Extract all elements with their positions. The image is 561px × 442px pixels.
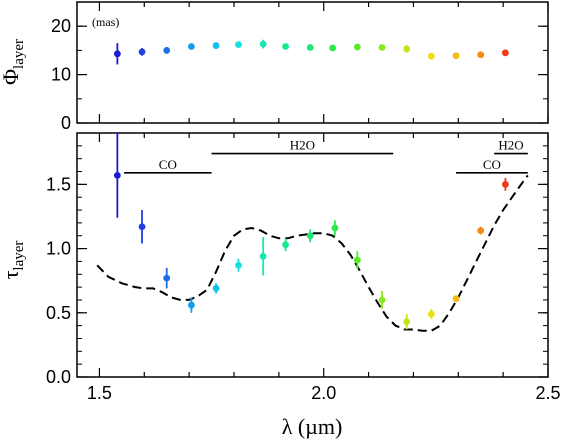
top-annotation: (mas): [92, 15, 119, 29]
data-point: [331, 224, 339, 232]
data-point: [259, 40, 267, 48]
band-label: CO: [159, 157, 177, 172]
data-point: [187, 43, 195, 50]
top-ylabel: Φlayer: [0, 39, 27, 85]
data-point: [212, 284, 220, 292]
y-tick-label: 1.5: [46, 174, 71, 194]
data-point: [378, 296, 386, 304]
data-point: [477, 51, 485, 59]
data-point: [501, 180, 509, 188]
data-point: [452, 295, 460, 303]
data-point: [163, 47, 171, 54]
data-point: [427, 310, 435, 318]
data-point: [235, 41, 242, 48]
data-point: [378, 44, 386, 51]
data-point: [138, 223, 146, 231]
top-ylabel-main: Φ: [0, 69, 23, 85]
data-point: [501, 49, 509, 57]
x-tick-label: 1.5: [87, 383, 112, 403]
y-tick-label: 10: [51, 65, 71, 85]
data-point: [403, 45, 411, 53]
top-data-points: [113, 39, 509, 65]
data-point: [306, 232, 314, 240]
top-panel: 0 10 20 (mas) Φlayer: [0, 1, 549, 133]
data-point: [163, 274, 171, 282]
data-point: [427, 52, 435, 60]
model-curve: [96, 174, 529, 332]
y-tick-label: 0.5: [46, 303, 71, 323]
data-point: [477, 227, 485, 235]
bottom-ylabel: τlayer: [0, 241, 27, 280]
bottom-xlabel: λ (µm): [282, 414, 343, 439]
x-tick-label: 2.0: [311, 383, 336, 403]
data-point: [212, 42, 220, 49]
data-point: [403, 318, 411, 326]
data-point: [282, 43, 289, 50]
data-point: [452, 52, 460, 60]
data-point: [306, 44, 314, 51]
top-plot-frame: [76, 1, 549, 124]
data-point: [353, 43, 361, 51]
data-point: [259, 252, 267, 260]
bottom-ylabel-main: τ: [0, 270, 23, 279]
band-label: CO: [483, 157, 501, 172]
top-ticks: 0 10 20: [51, 1, 549, 133]
data-point: [187, 301, 195, 309]
data-point: [113, 50, 121, 58]
top-ylabel-sub: layer: [11, 39, 27, 69]
data-point: [113, 171, 121, 179]
bottom-data-points: [113, 133, 509, 330]
y-tick-label: 20: [51, 16, 71, 36]
x-tick-label: 2.5: [535, 383, 560, 403]
band-label: H2O: [290, 138, 315, 153]
data-point: [282, 241, 289, 249]
data-point: [329, 44, 337, 52]
data-point: [353, 256, 361, 264]
band-label: H2O: [498, 138, 523, 153]
y-tick-label: 0: [61, 113, 71, 133]
data-point: [138, 48, 146, 56]
bottom-plot-frame: [76, 132, 549, 378]
bottom-bands: CO H2O CO H2O: [124, 138, 528, 174]
bottom-ticks: 1.5 2.0 2.5 0.0 0.5 1.0 1.5: [46, 132, 561, 403]
y-tick-label: 0.0: [46, 367, 71, 387]
data-point: [235, 261, 242, 269]
bottom-ylabel-sub: layer: [11, 241, 27, 271]
y-tick-label: 1.0: [46, 239, 71, 259]
